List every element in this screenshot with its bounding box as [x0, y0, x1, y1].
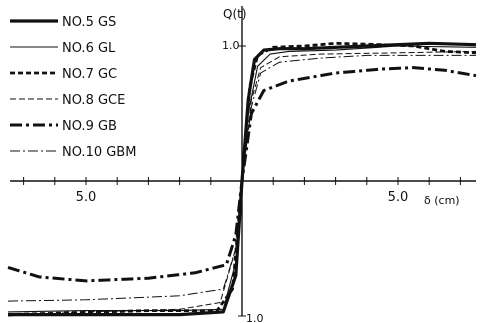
legend: NO.5 GS NO.6 GL NO.7 GC NO.8 GCE NO.9 GB… [10, 15, 136, 160]
x-tick-label-left: 5.0 [76, 190, 97, 205]
series-line-6 [7, 54, 476, 302]
y-tick-label-bottom: 1.0 [246, 312, 264, 323]
series-lines [7, 41, 477, 317]
series-line-4 [7, 50, 477, 317]
x-axis-label: δ (cm) [424, 194, 460, 207]
x-tick-label-right: 5.0 [388, 190, 409, 205]
y-axis-label: Q(t) [223, 7, 247, 21]
series-line-3 [7, 41, 477, 316]
legend-label-1: NO.5 GS [62, 15, 116, 30]
series-line-1 [8, 41, 477, 317]
legend-label-3: NO.7 GC [62, 67, 117, 82]
ticks [23, 45, 461, 317]
legend-label-6: NO.10 GBM [62, 145, 136, 160]
legend-label-2: NO.6 GL [62, 41, 116, 56]
legend-label-4: NO.8 GCE [62, 93, 125, 108]
y-tick-label-top: 1.0 [222, 39, 240, 52]
legend-label-5: NO.9 GB [62, 119, 117, 134]
